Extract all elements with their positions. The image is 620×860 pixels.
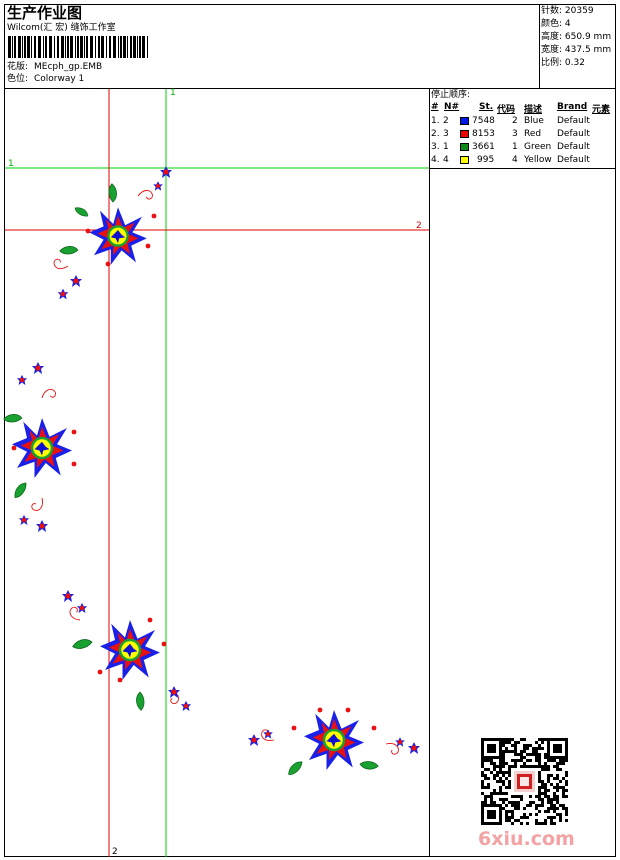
col-code: 代码 bbox=[497, 105, 516, 115]
barcode bbox=[8, 36, 150, 58]
col-element: 元素 bbox=[592, 105, 611, 115]
stat-stitches: 针数: 20359 bbox=[541, 6, 594, 16]
stat-height: 高度: 650.9 mm bbox=[541, 32, 612, 42]
table-row: 3. 1 3661 1 Green Default bbox=[431, 142, 590, 152]
colorway-name: Colorway 1 bbox=[34, 74, 85, 84]
color-swatch bbox=[460, 156, 469, 164]
design-file-name: MEcph_gp.EMB bbox=[34, 62, 103, 72]
table-row: 2. 3 8153 3 Red Default bbox=[431, 129, 590, 139]
table-row: 1. 2 7548 2 Blue Default bbox=[431, 116, 590, 126]
embroidery-motif bbox=[52, 166, 172, 300]
col-hash: # bbox=[431, 102, 439, 112]
design-label: 花版: bbox=[7, 62, 29, 72]
header-bottom-line bbox=[4, 88, 616, 89]
qr-code bbox=[481, 738, 568, 825]
watermark: 6xiu.com bbox=[478, 828, 575, 850]
color-swatch bbox=[460, 117, 469, 125]
color-swatch bbox=[460, 143, 469, 151]
embroidery-motif bbox=[248, 707, 420, 776]
col-n: N# bbox=[444, 102, 460, 112]
stat-width: 宽度: 437.5 mm bbox=[541, 45, 612, 55]
panel-divider bbox=[429, 88, 430, 857]
embroidery-motif bbox=[62, 590, 192, 712]
stat-colors: 颜色: 4 bbox=[541, 19, 571, 29]
colorway-label: 色位: bbox=[7, 74, 29, 84]
guide-label-green-horizontal: 1 bbox=[8, 159, 14, 169]
col-desc: 描述 bbox=[524, 105, 543, 115]
page-title: 生产作业图 bbox=[7, 4, 83, 22]
guide-label-green-vertical: 1 bbox=[170, 88, 176, 98]
guide-label-red-horizontal: 2 bbox=[416, 221, 422, 231]
header-divider bbox=[539, 4, 540, 88]
embroidery-motif bbox=[3, 362, 77, 532]
stat-scale: 比例: 0.32 bbox=[541, 58, 585, 68]
col-brand: Brand bbox=[557, 102, 588, 112]
stop-sequence-header: # N# St. 代码 描述 Brand 元素 bbox=[430, 102, 615, 115]
stop-sequence-heading: 停止顺序: bbox=[431, 90, 471, 100]
color-swatch bbox=[460, 130, 469, 138]
panel-table-bottom bbox=[429, 168, 616, 169]
guide-label-red-vertical: 2 bbox=[112, 847, 118, 857]
company-name: Wilcom(汇 宏) 缝饰工作室 bbox=[7, 23, 116, 33]
page-frame bbox=[4, 4, 616, 857]
table-row: 4. 4 995 4 Yellow Default bbox=[431, 155, 590, 165]
col-st: St. bbox=[479, 102, 494, 112]
